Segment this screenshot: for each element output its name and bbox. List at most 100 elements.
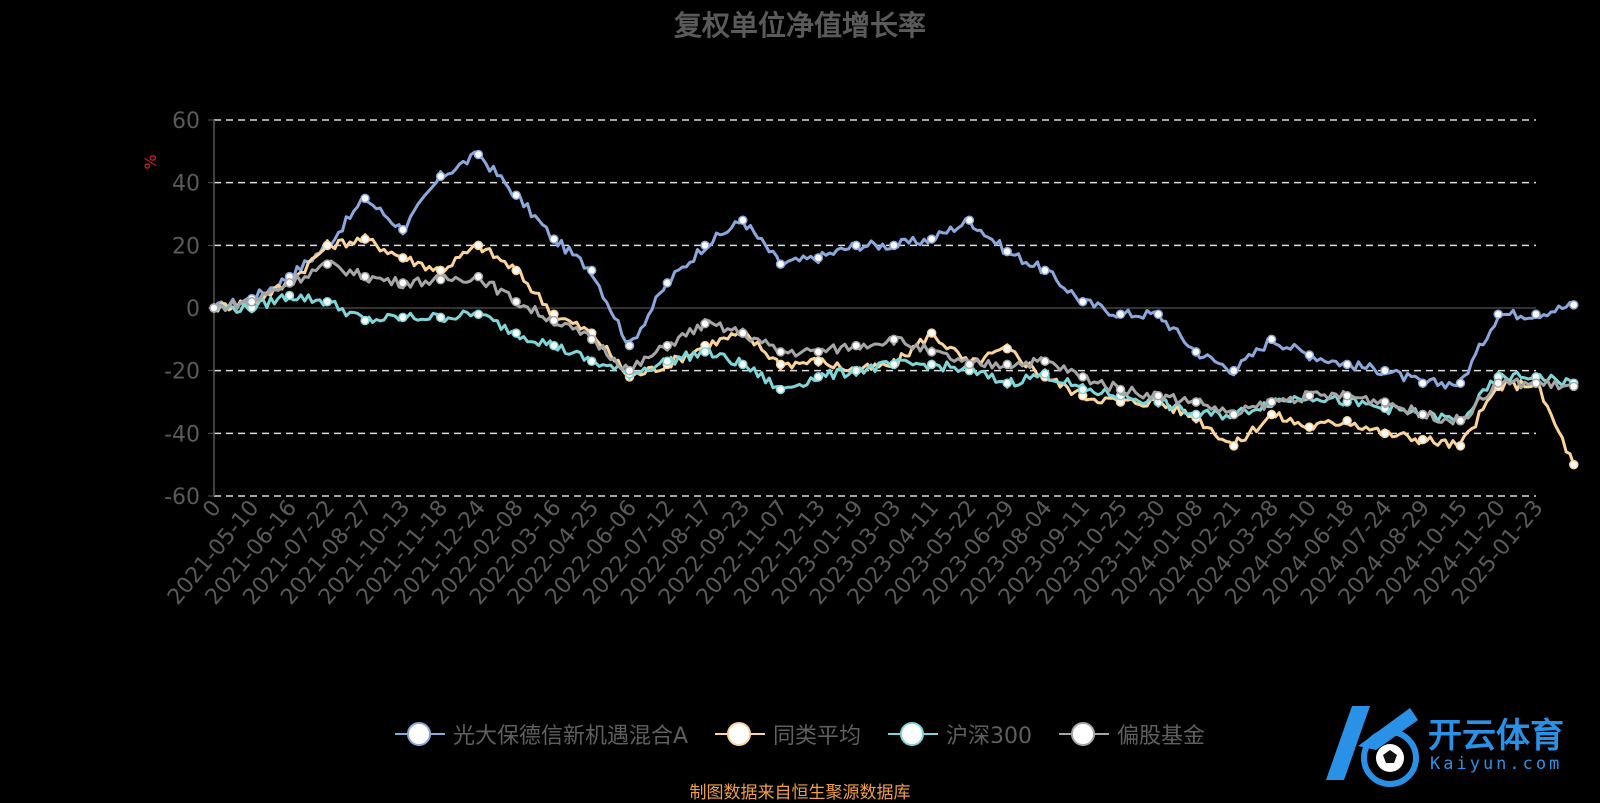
data-point-equity-fund xyxy=(398,278,408,288)
data-point-fund xyxy=(549,234,559,244)
data-point-csi300 xyxy=(889,359,899,370)
legend: 光大保德信新机遇混合A 同类平均 沪深300 偏股基金 xyxy=(0,718,1600,753)
data-point-peer-average xyxy=(1380,428,1390,439)
data-point-fund xyxy=(1040,265,1050,276)
data-point-peer-average xyxy=(435,265,446,276)
data-point-fund xyxy=(1115,309,1126,320)
data-point-equity-fund xyxy=(926,347,937,357)
data-point-csi300 xyxy=(284,290,295,301)
data-point-fund xyxy=(1077,296,1088,307)
data-point-csi300 xyxy=(1002,378,1012,388)
data-point-equity-fund xyxy=(1417,409,1428,420)
data-point-fund xyxy=(398,224,408,235)
data-point-peer-average xyxy=(360,234,370,244)
data-point-fund xyxy=(1342,359,1352,370)
data-point-equity-fund xyxy=(1304,390,1315,401)
data-point-equity-fund xyxy=(1569,381,1579,392)
watermark-subtext: Kaiyun.com xyxy=(1430,754,1563,774)
watermark-text: 开云体育 xyxy=(1428,716,1564,756)
data-point-peer-average xyxy=(1569,459,1579,470)
data-point-peer-average xyxy=(813,356,824,367)
data-point-csi300 xyxy=(1077,384,1088,395)
data-point-equity-fund xyxy=(1229,409,1239,420)
data-point-csi300 xyxy=(775,384,786,395)
data-point-equity-fund xyxy=(1002,359,1012,370)
data-point-fund xyxy=(926,234,937,244)
data-point-equity-fund xyxy=(209,303,219,313)
data-point-fund xyxy=(738,215,748,226)
legend-label-equity-fund: 偏股基金 xyxy=(1117,724,1206,749)
data-point-csi300 xyxy=(360,315,370,326)
data-point-fund xyxy=(1304,350,1315,360)
data-point-equity-fund xyxy=(1077,372,1088,382)
data-point-equity-fund xyxy=(1115,384,1126,395)
data-point-equity-fund xyxy=(738,328,748,338)
data-point-peer-average xyxy=(1266,409,1277,420)
y-tick-label: 60 xyxy=(172,109,200,134)
data-point-fund xyxy=(889,240,899,251)
data-point-equity-fund xyxy=(435,275,446,285)
data-point-peer-average xyxy=(398,253,408,263)
data-point-equity-fund xyxy=(1493,378,1503,388)
y-tick-label: -40 xyxy=(164,422,200,447)
data-point-peer-average xyxy=(775,359,786,370)
data-point-equity-fund xyxy=(1266,397,1277,407)
legend-item-equity-fund[interactable]: 偏股基金 xyxy=(1059,718,1205,750)
data-point-csi300 xyxy=(1040,369,1050,379)
legend-swatch-equity-fund xyxy=(1059,721,1110,747)
data-point-equity-fund xyxy=(964,359,975,370)
watermark-logo: 开云体育 Kaiyun.com xyxy=(1318,700,1598,788)
legend-label-csi300: 沪深300 xyxy=(946,724,1033,749)
data-point-equity-fund xyxy=(511,296,521,307)
data-point-equity-fund xyxy=(549,315,559,326)
data-point-peer-average xyxy=(1229,441,1239,451)
data-point-csi300 xyxy=(851,365,861,376)
data-point-csi300 xyxy=(813,372,824,382)
data-point-csi300 xyxy=(700,347,710,357)
data-point-equity-fund xyxy=(1531,378,1541,388)
data-point-peer-average xyxy=(926,328,937,338)
data-point-peer-average xyxy=(473,240,484,251)
legend-item-csi300[interactable]: 沪深300 xyxy=(888,718,1032,750)
series-line-peer-average xyxy=(213,233,1576,466)
data-point-fund xyxy=(1153,309,1164,320)
data-point-equity-fund xyxy=(662,340,673,351)
data-point-peer-average xyxy=(1304,422,1315,432)
data-point-peer-average xyxy=(1342,416,1352,426)
data-point-csi300 xyxy=(586,356,597,367)
data-point-fund xyxy=(473,149,484,160)
data-point-fund xyxy=(1455,378,1466,388)
data-point-fund xyxy=(360,193,370,204)
legend-item-fund[interactable]: 光大保德信新机遇混合A xyxy=(394,718,688,750)
data-point-equity-fund xyxy=(1455,416,1466,426)
data-point-equity-fund xyxy=(586,334,597,345)
data-point-fund xyxy=(813,253,824,263)
data-point-equity-fund xyxy=(889,334,899,345)
data-point-equity-fund xyxy=(473,271,484,282)
data-point-equity-fund xyxy=(1191,397,1201,407)
data-point-fund xyxy=(700,240,710,251)
data-point-peer-average xyxy=(1417,434,1428,445)
data-point-fund xyxy=(1380,365,1390,376)
legend-swatch-peer-average xyxy=(715,721,766,747)
data-point-peer-average xyxy=(1455,441,1466,451)
data-point-equity-fund xyxy=(360,271,370,282)
data-point-peer-average xyxy=(1002,343,1012,354)
data-point-equity-fund xyxy=(1380,397,1390,407)
chart-title: 复权单位净值增长率 xyxy=(673,9,926,42)
legend-item-peer-average[interactable]: 同类平均 xyxy=(715,718,861,750)
data-point-fund xyxy=(624,340,635,351)
data-point-fund xyxy=(1266,334,1277,345)
y-tick-label: -60 xyxy=(164,485,200,510)
data-point-equity-fund xyxy=(1342,390,1352,401)
y-tick-label: 0 xyxy=(186,297,200,322)
data-point-fund xyxy=(964,215,975,226)
y-tick-label: 20 xyxy=(172,234,200,259)
data-point-equity-fund xyxy=(775,347,786,357)
data-point-equity-fund xyxy=(284,278,295,288)
legend-label-peer-average: 同类平均 xyxy=(773,724,862,749)
data-point-csi300 xyxy=(473,309,484,320)
data-point-csi300 xyxy=(549,340,559,351)
data-point-fund xyxy=(1493,309,1503,320)
